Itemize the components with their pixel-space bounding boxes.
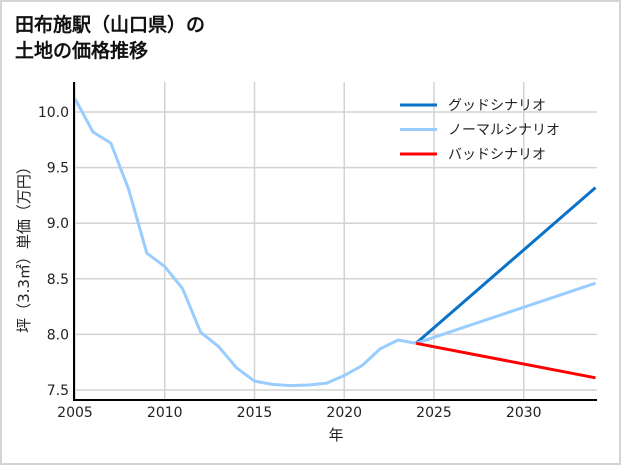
legend-item: ノーマルシナリオ: [400, 123, 560, 139]
x-tick-label: 2005: [57, 405, 93, 421]
y-axis-label: 坪（3.3㎡）単価（万円）: [15, 159, 33, 333]
legend-label: グッドシナリオ: [448, 98, 546, 114]
y-tick-label: 9.0: [47, 216, 69, 232]
series-line-history: [73, 97, 417, 388]
legend-item: バッドシナリオ: [400, 147, 546, 163]
y-tick-label: 10.0: [38, 105, 69, 121]
x-tick-label: 2025: [416, 405, 452, 421]
series-line-bad: [415, 341, 596, 380]
legend-label: バッドシナリオ: [448, 147, 546, 163]
y-tick-label: 8.0: [47, 327, 69, 343]
series-line-good: [415, 186, 597, 345]
chart-title-line1: 田布施駅（山口県）の: [15, 14, 206, 36]
y-tick-label: 8.5: [47, 272, 69, 288]
legend-item: グッドシナリオ: [400, 98, 546, 114]
chart-title: 田布施駅（山口県）の 土地の価格推移: [15, 12, 205, 64]
series-line-normal: [415, 281, 596, 345]
chart-title-line2: 土地の価格推移: [15, 40, 149, 62]
y-tick-label: 7.5: [47, 383, 69, 399]
tick-labels: 2005 2010 2015 2020 2025 2030 7.5 8.0 8.5 9.0 9.5 1…: [38, 105, 542, 421]
x-axis-label: 年: [328, 426, 343, 444]
y-tick-label: 9.5: [47, 161, 69, 177]
axes: [73, 82, 597, 401]
x-tick-label: 2030: [506, 405, 542, 421]
x-tick-label: 2015: [237, 405, 273, 421]
x-tick-label: 2020: [326, 405, 362, 421]
legend-label: ノーマルシナリオ: [448, 123, 560, 139]
series-lines: [73, 97, 597, 388]
x-tick-label: 2010: [147, 405, 183, 421]
